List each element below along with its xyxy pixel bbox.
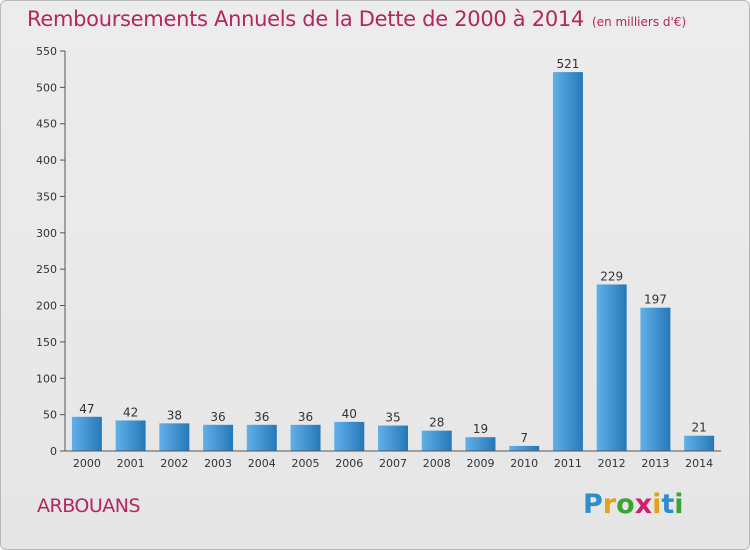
y-tick-label: 450 <box>36 118 57 131</box>
x-tick-label-2008: 2008 <box>423 457 451 470</box>
bar-2002 <box>159 423 190 451</box>
chart-title: Remboursements Annuels de la Dette de 20… <box>27 7 686 31</box>
y-tick-label: 250 <box>36 263 57 276</box>
y-tick-label: 500 <box>36 81 57 94</box>
bar-2013 <box>640 307 671 451</box>
y-tick-label: 350 <box>36 190 57 203</box>
x-tick-label-2013: 2013 <box>641 457 669 470</box>
data-label-2014: 21 <box>691 421 706 435</box>
proxiti-logo: Proxiti <box>583 489 684 520</box>
chart-subtitle: (en milliers d'€) <box>592 15 687 29</box>
x-tick-label-2009: 2009 <box>466 457 494 470</box>
y-tick-label: 550 <box>36 45 57 58</box>
data-label-2007: 35 <box>385 411 400 425</box>
bar-2012 <box>596 284 627 451</box>
bar-2009 <box>465 437 496 451</box>
chart-title-text: Remboursements Annuels de la Dette de 20… <box>27 7 584 31</box>
data-label-2009: 19 <box>473 422 488 436</box>
data-label-2001: 42 <box>123 405 138 419</box>
logo-letter: t <box>661 489 675 520</box>
logo-letter: i <box>674 489 684 520</box>
data-label-2006: 40 <box>342 407 357 421</box>
y-tick-label: 100 <box>36 372 57 385</box>
data-label-2003: 36 <box>210 410 225 424</box>
bar-2000 <box>71 416 102 451</box>
bar-2001 <box>115 420 146 451</box>
bar-2010 <box>509 445 540 451</box>
data-label-2010: 7 <box>520 431 528 445</box>
data-label-2002: 38 <box>167 408 182 422</box>
bar-2014 <box>684 435 715 451</box>
x-axis: 2000 2001 2002 2003 2004 2005 2006 2007 2008 2009… <box>65 450 721 470</box>
x-tick-label-2001: 2001 <box>117 457 145 470</box>
x-tick-label-2011: 2011 <box>554 457 582 470</box>
y-tick-label: 150 <box>36 336 57 349</box>
commune-name: ARBOUANS <box>37 495 141 517</box>
data-label-2013: 197 <box>644 293 667 307</box>
bar-2008 <box>421 430 452 451</box>
data-label-2011: 521 <box>556 57 579 71</box>
y-tick-label: 300 <box>36 227 57 240</box>
x-tick-label-2002: 2002 <box>160 457 188 470</box>
x-tick-label-2010: 2010 <box>510 457 538 470</box>
logo-letter: o <box>616 489 635 520</box>
logo-letter: i <box>652 489 662 520</box>
bar-2011 <box>552 72 583 451</box>
bar-2006 <box>334 421 365 451</box>
y-axis: 0 50 100 150 200 250 300 350 400 450 500 550 <box>36 45 66 458</box>
bar-2004 <box>246 424 277 451</box>
x-tick-label-2007: 2007 <box>379 457 407 470</box>
bar-2005 <box>290 424 321 451</box>
data-label-2004: 36 <box>254 410 269 424</box>
y-tick-label: 50 <box>43 409 57 422</box>
y-tick-label: 400 <box>36 154 57 167</box>
x-tick-label-2004: 2004 <box>248 457 276 470</box>
data-label-2012: 229 <box>600 269 623 283</box>
data-label-2008: 28 <box>429 416 444 430</box>
x-tick-label-2000: 2000 <box>73 457 101 470</box>
x-tick-label-2005: 2005 <box>292 457 320 470</box>
x-tick-label-2003: 2003 <box>204 457 232 470</box>
x-tick-label-2012: 2012 <box>598 457 626 470</box>
bar-2003 <box>203 424 234 451</box>
logo-letter: P <box>583 489 603 520</box>
data-label-2005: 36 <box>298 410 313 424</box>
bar-2007 <box>378 425 408 451</box>
logo-letter: r <box>602 489 617 520</box>
y-tick-label: 0 <box>50 445 57 458</box>
x-tick-label-2014: 2014 <box>685 457 713 470</box>
x-tick-label-2006: 2006 <box>335 457 363 470</box>
y-tick-label: 200 <box>36 300 57 313</box>
logo-letter: x <box>634 489 653 520</box>
data-label-2000: 47 <box>79 402 94 416</box>
